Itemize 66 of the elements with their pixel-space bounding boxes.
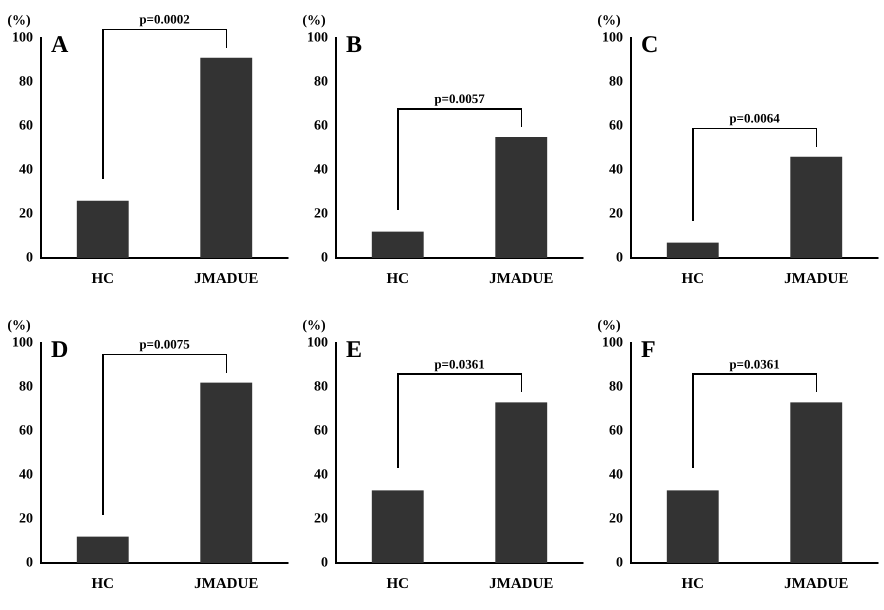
x-tick-label: HC [682,576,704,592]
y-tick-label: 0 [26,250,33,266]
x-tick-label: HC [682,270,704,287]
text: p=0.0002 [139,12,190,27]
y-tick-label: 100 [307,336,328,351]
chart-title: C [641,32,658,58]
x-tick-label: JMADUE [784,270,848,287]
y-axis-title: (%) [302,318,326,334]
y-tick-label: 60 [19,424,33,439]
y-axis-title: (%) [597,14,621,29]
y-tick-label: 80 [19,380,33,395]
x-tick-label: JMADUE [194,576,258,592]
y-tick-label: 20 [314,206,328,222]
x-tick-label: JMADUE [194,270,258,287]
y-tick-label: 40 [19,468,33,483]
y-axis-title: (%) [7,318,31,334]
y-tick-label: 0 [616,556,623,571]
y-tick-label: 80 [609,74,623,90]
x-tick-label: HC [92,270,114,287]
y-tick-label: 80 [314,380,328,395]
annotation: p=0.0361 [434,356,485,372]
x-tick-label: HC [386,576,409,592]
y-tick-label: 100 [12,336,33,351]
annotation: p=0.0361 [729,356,780,372]
y-tick-label: 40 [609,468,623,483]
y-tick-label: 20 [609,512,623,527]
x-tick-label: HC [92,576,114,592]
x-tick-label: JMADUE [489,270,554,287]
y-tick-label: 100 [602,336,623,351]
y-tick-label: 20 [19,206,33,222]
y-tick-label: 60 [609,424,623,439]
chart-title: D [51,337,68,364]
y-tick-label: 60 [314,118,328,134]
y-tick-label: 0 [616,250,623,266]
y-tick-label: 20 [609,206,623,222]
y-tick-label: 100 [602,30,623,46]
y-tick-label: 60 [609,118,623,134]
y-tick-label: 100 [307,30,328,46]
x-tick-label: JMADUE [784,576,848,592]
y-tick-label: 0 [321,250,328,266]
y-tick-label: 100 [12,30,33,46]
y-tick-label: 60 [314,424,328,439]
x-tick-label: HC [386,270,409,287]
y-tick-label: 80 [314,74,328,90]
y-tick-label: 20 [314,512,328,527]
y-tick-label: 0 [26,556,33,571]
chart-title: E [346,337,362,364]
y-axis-title: (%) [7,14,31,29]
x-tick-label: JMADUE [489,576,554,592]
annotation: p=0.0075 [139,336,190,352]
y-tick-label: 80 [609,380,623,395]
y-axis-title: (%) [597,318,621,334]
y-tick-label: 40 [314,162,328,178]
y-tick-label: 40 [609,162,623,178]
y-tick-label: 80 [19,74,33,90]
y-tick-label: 60 [19,118,33,134]
y-tick-label: 20 [19,512,33,527]
y-tick-label: 40 [19,162,33,178]
y-tick-label: 0 [321,556,328,571]
chart-title: A [51,32,69,58]
y-axis-title: (%) [302,14,326,29]
chart-title: B [346,32,362,58]
annotation: p=0.0057 [434,90,486,106]
annotation: p=0.0064 [729,110,780,126]
chart-title: F [641,337,656,364]
y-tick-label: 40 [314,468,328,483]
